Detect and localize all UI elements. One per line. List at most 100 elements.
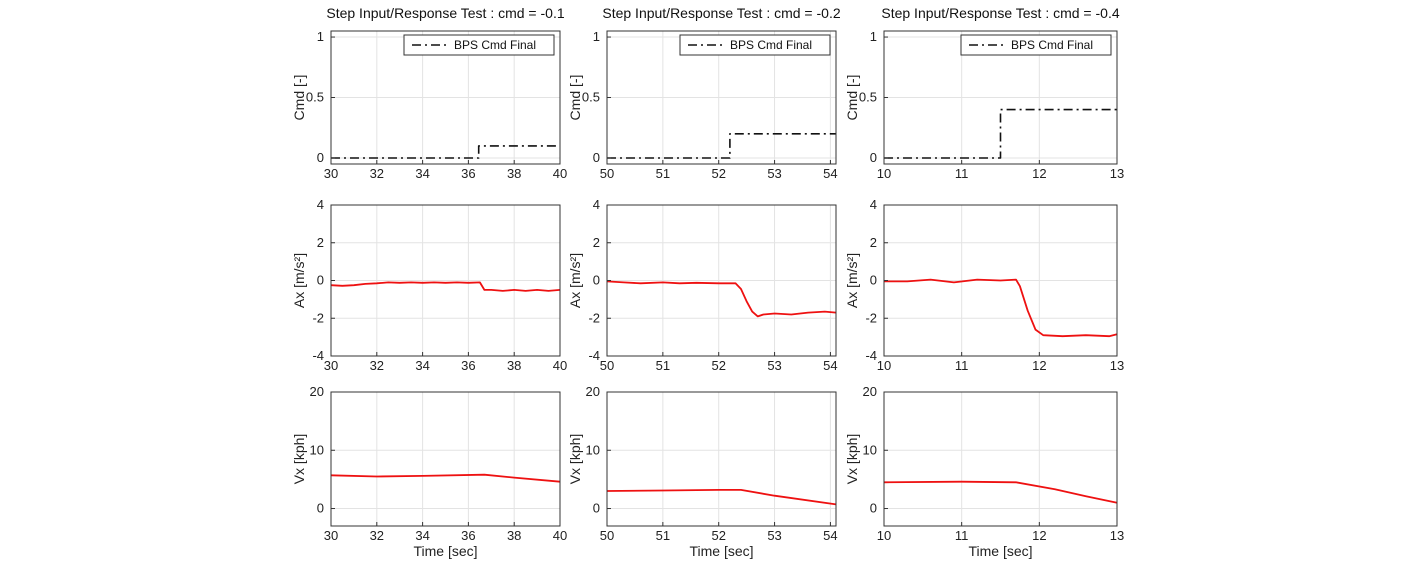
x-tick-label: 30 xyxy=(324,166,338,181)
x-tick-label: 51 xyxy=(656,166,670,181)
x-tick-label: 50 xyxy=(600,358,614,373)
y-tick-label: 20 xyxy=(310,384,324,399)
y-tick-label: 0 xyxy=(870,501,877,516)
y-tick-label: 2 xyxy=(317,235,324,250)
axes-box xyxy=(606,391,837,527)
y-tick-label: 0 xyxy=(870,273,877,288)
x-tick-label: 32 xyxy=(370,358,384,373)
x-tick-label: 50 xyxy=(600,528,614,543)
x-tick-label: 38 xyxy=(507,166,521,181)
x-tick-label: 30 xyxy=(324,528,338,543)
plot-area xyxy=(331,392,560,526)
y-tick-label: 1 xyxy=(870,29,877,44)
y-tick-label: 4 xyxy=(870,197,877,212)
series-line-1 xyxy=(331,145,560,159)
y-tick-label: 0.5 xyxy=(859,90,877,105)
x-tick-label: 40 xyxy=(553,166,567,181)
x-tick-label: 12 xyxy=(1032,166,1046,181)
x-tick-label: 36 xyxy=(461,166,475,181)
x-tick-label: 11 xyxy=(955,358,969,373)
x-tick-label: 30 xyxy=(324,358,338,373)
legend-box xyxy=(960,34,1112,56)
x-tick-label: 12 xyxy=(1032,528,1046,543)
series-line-1 xyxy=(606,488,837,506)
plot-area xyxy=(607,392,836,526)
legend: BPS Cmd Final xyxy=(403,34,555,56)
x-tick-label: 40 xyxy=(553,528,567,543)
x-tick-label: 11 xyxy=(955,166,969,181)
y-axis-label: Cmd [-] xyxy=(844,75,860,121)
chart-panel-4: 30 32 34 36 38 40 -4 -2 0 2 4 Ax [m/s²] xyxy=(291,197,567,373)
y-tick-label: -4 xyxy=(588,348,600,363)
legend-entry-label: BPS Cmd Final xyxy=(730,38,812,52)
y-tick-label: 1 xyxy=(317,29,324,44)
legend: BPS Cmd Final xyxy=(679,34,831,56)
legend-entry-label: BPS Cmd Final xyxy=(1011,38,1093,52)
legend-box xyxy=(403,34,555,56)
x-tick-label: 32 xyxy=(370,528,384,543)
x-tick-label: 53 xyxy=(767,166,781,181)
y-tick-label: -2 xyxy=(865,310,877,325)
chart-panel-7: 30 32 34 36 38 40 0 10 20 Time [sec] Vx [kph] xyxy=(291,384,567,559)
x-tick-label: 10 xyxy=(877,166,891,181)
chart-title: Step Input/Response Test : cmd = -0.2 xyxy=(602,5,840,21)
x-tick-label: 13 xyxy=(1110,166,1124,181)
y-tick-label: 4 xyxy=(593,197,600,212)
x-tick-label: 51 xyxy=(656,528,670,543)
legend-entry-label: BPS Cmd Final xyxy=(454,38,536,52)
y-tick-label: 2 xyxy=(870,235,877,250)
y-axis-label: Ax [m/s²] xyxy=(567,253,583,308)
y-axis-label: Vx [kph] xyxy=(567,434,583,485)
x-tick-label: 13 xyxy=(1110,528,1124,543)
chart-panel-3: 10 11 12 13 0 0.5 1 Step Input/Response Test : … xyxy=(844,5,1124,181)
y-axis-label: Ax [m/s²] xyxy=(844,253,860,308)
x-tick-label: 52 xyxy=(711,528,725,543)
y-tick-label: 0 xyxy=(870,150,877,165)
y-tick-label: -2 xyxy=(312,310,324,325)
x-tick-label: 53 xyxy=(767,528,781,543)
legend: BPS Cmd Final xyxy=(960,34,1112,56)
plot-area xyxy=(884,392,1117,526)
series-line-1 xyxy=(883,480,1118,504)
y-tick-label: 0 xyxy=(593,501,600,516)
chart-title: Step Input/Response Test : cmd = -0.1 xyxy=(326,5,564,21)
y-tick-label: -2 xyxy=(588,310,600,325)
chart-panel-8: 50 51 52 53 54 0 10 20 Time [sec] Vx [kph] xyxy=(567,384,838,559)
series-line-1 xyxy=(330,281,561,292)
series-line-1 xyxy=(606,280,837,318)
x-tick-label: 53 xyxy=(767,358,781,373)
x-tick-label: 10 xyxy=(877,528,891,543)
series-line-1 xyxy=(884,278,1118,338)
x-tick-label: 38 xyxy=(507,528,521,543)
y-tick-label: 2 xyxy=(593,235,600,250)
y-tick-label: -4 xyxy=(312,348,324,363)
x-tick-label: 34 xyxy=(415,166,429,181)
x-tick-label: 11 xyxy=(955,528,969,543)
x-tick-label: 34 xyxy=(415,358,429,373)
y-tick-label: 0 xyxy=(317,501,324,516)
x-tick-label: 12 xyxy=(1032,358,1046,373)
x-tick-label: 50 xyxy=(600,166,614,181)
y-tick-label: 0.5 xyxy=(306,90,324,105)
y-axis-label: Vx [kph] xyxy=(291,434,307,485)
x-tick-label: 10 xyxy=(877,358,891,373)
x-axis-label: Time [sec] xyxy=(689,543,753,559)
series-line-1 xyxy=(607,133,836,159)
y-tick-label: 10 xyxy=(586,442,600,457)
x-axis-label: Time [sec] xyxy=(968,543,1032,559)
y-tick-label: 1 xyxy=(593,29,600,44)
x-tick-label: 54 xyxy=(823,358,837,373)
y-tick-label: -4 xyxy=(865,348,877,363)
series-line-1 xyxy=(884,108,1117,159)
y-tick-label: 0 xyxy=(593,273,600,288)
y-tick-label: 0 xyxy=(317,273,324,288)
series-line-1 xyxy=(330,473,561,483)
y-tick-label: 0 xyxy=(317,150,324,165)
y-axis-label: Cmd [-] xyxy=(291,75,307,121)
y-axis-label: Ax [m/s²] xyxy=(291,253,307,308)
y-tick-label: 10 xyxy=(863,442,877,457)
y-tick-label: 20 xyxy=(586,384,600,399)
